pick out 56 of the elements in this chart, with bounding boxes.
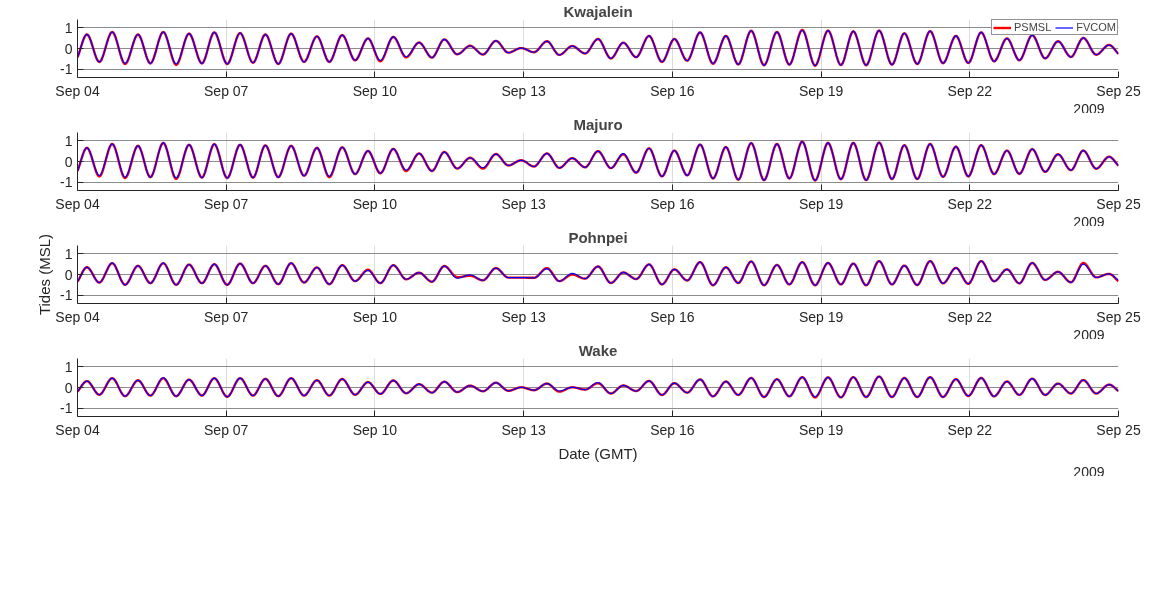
x-tick-label: Sep 04 xyxy=(55,308,100,325)
x-tick-label: Sep 16 xyxy=(650,195,695,212)
x-tick-label: Sep 13 xyxy=(501,308,547,325)
x-tick-label: Sep 22 xyxy=(947,308,993,325)
x-tick-label: Sep 10 xyxy=(352,421,398,438)
y-axis-title: Tides (MSL) xyxy=(36,233,54,316)
y-tick-label: -1 xyxy=(60,61,73,78)
y-tick-label: 1 xyxy=(64,132,73,149)
y-tick-label: 0 xyxy=(64,266,73,283)
y-tick-label: 0 xyxy=(64,40,73,57)
x-tick-label: Sep 04 xyxy=(55,421,100,438)
x-tick-label: Sep 19 xyxy=(798,308,844,325)
y-tick-label: 0 xyxy=(64,153,73,170)
x-tick-label: Sep 22 xyxy=(947,82,993,99)
y-tick-label: 0 xyxy=(64,379,73,396)
x-tick-label: Sep 07 xyxy=(204,82,249,99)
x-tick-label: Sep 07 xyxy=(204,308,249,325)
x-tick-label: Sep 22 xyxy=(947,195,993,212)
x-tick-label: Sep 10 xyxy=(352,195,398,212)
y-tick-label: 1 xyxy=(64,245,73,262)
x-tick-label: Sep 04 xyxy=(55,82,100,99)
x-axis-title: Date (GMT) xyxy=(558,444,638,462)
x-tick-label: Sep 07 xyxy=(204,195,249,212)
x-tick-label: Sep 13 xyxy=(501,195,547,212)
x-tick-label: Sep 16 xyxy=(650,308,695,325)
y-tick-label: -1 xyxy=(60,174,73,191)
chart-title: Majuro xyxy=(573,115,623,133)
x-tick-label: Sep 19 xyxy=(798,195,844,212)
x-tick-label: Sep 25 xyxy=(1096,308,1141,325)
x-tick-label: Sep 10 xyxy=(352,308,398,325)
chart-title: Pohnpei xyxy=(568,228,628,246)
x-tick-label: Sep 16 xyxy=(650,82,695,99)
x-tick-label: Sep 25 xyxy=(1096,421,1141,438)
x-tick-label: Sep 19 xyxy=(798,82,844,99)
legend-label: PSMSL xyxy=(1013,21,1052,33)
x-tick-label: Sep 13 xyxy=(501,421,547,438)
x-tick-label: Sep 19 xyxy=(798,421,844,438)
x-tick-label: Sep 04 xyxy=(55,195,100,212)
text: 2009 xyxy=(1073,463,1105,480)
x-tick-label: Sep 16 xyxy=(650,421,695,438)
y-tick-label: 1 xyxy=(64,19,73,36)
chart-title: Wake xyxy=(578,341,618,359)
chart-title: Kwajalein xyxy=(563,2,633,20)
x-tick-label: Sep 22 xyxy=(947,421,993,438)
x-tick-label: Sep 25 xyxy=(1096,195,1141,212)
legend-label: FVCOM xyxy=(1076,21,1116,33)
y-tick-label: -1 xyxy=(60,400,73,417)
text: 2009 xyxy=(1073,326,1105,343)
y-tick-label: 1 xyxy=(64,358,73,375)
x-tick-label: Sep 25 xyxy=(1096,82,1141,99)
text: 2009 xyxy=(1073,100,1105,117)
text: 2009 xyxy=(1073,213,1105,230)
x-tick-label: Sep 10 xyxy=(352,82,398,99)
x-tick-label: Sep 13 xyxy=(501,82,547,99)
x-tick-label: Sep 07 xyxy=(204,421,249,438)
y-tick-label: -1 xyxy=(60,287,73,304)
